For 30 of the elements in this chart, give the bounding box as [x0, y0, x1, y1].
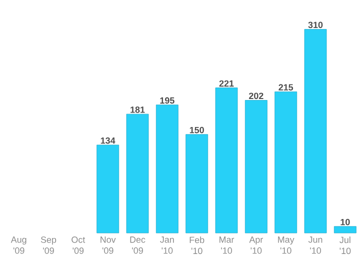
bar — [244, 100, 268, 234]
x-tick-label: Nov '09 — [100, 236, 116, 254]
data-label: 215 — [278, 84, 294, 91]
bar — [96, 144, 120, 234]
data-label: 134 — [100, 137, 116, 144]
x-tick-label: Feb '10 — [190, 236, 204, 254]
x-tick-label: Mar '10 — [220, 236, 234, 254]
x-tick-label: Jun '10 — [308, 236, 322, 254]
x-tick-label: Dec '09 — [130, 236, 146, 254]
bar — [156, 104, 178, 234]
bar — [304, 29, 327, 234]
data-label: 221 — [219, 80, 234, 87]
x-tick-label: Jan '10 — [160, 236, 174, 254]
bar — [215, 88, 238, 234]
x-tick-label: Jul '10 — [340, 236, 351, 254]
data-label: 202 — [249, 92, 264, 100]
bar — [126, 114, 149, 234]
data-label: 10 — [340, 218, 350, 226]
data-label: 310 — [308, 22, 323, 28]
data-label: 150 — [190, 126, 204, 134]
x-tick-label: Sep '09 — [40, 236, 56, 254]
x-tick-label: Oct '09 — [72, 236, 86, 254]
x-tick-label: Aug '09 — [10, 236, 26, 254]
data-label: 181 — [130, 106, 145, 113]
x-tick-label: Apr '10 — [249, 236, 263, 254]
x-tick-label: May '10 — [278, 236, 294, 254]
bar — [274, 92, 298, 234]
bar — [334, 226, 356, 234]
bar — [186, 134, 208, 234]
data-label: 195 — [160, 97, 174, 104]
